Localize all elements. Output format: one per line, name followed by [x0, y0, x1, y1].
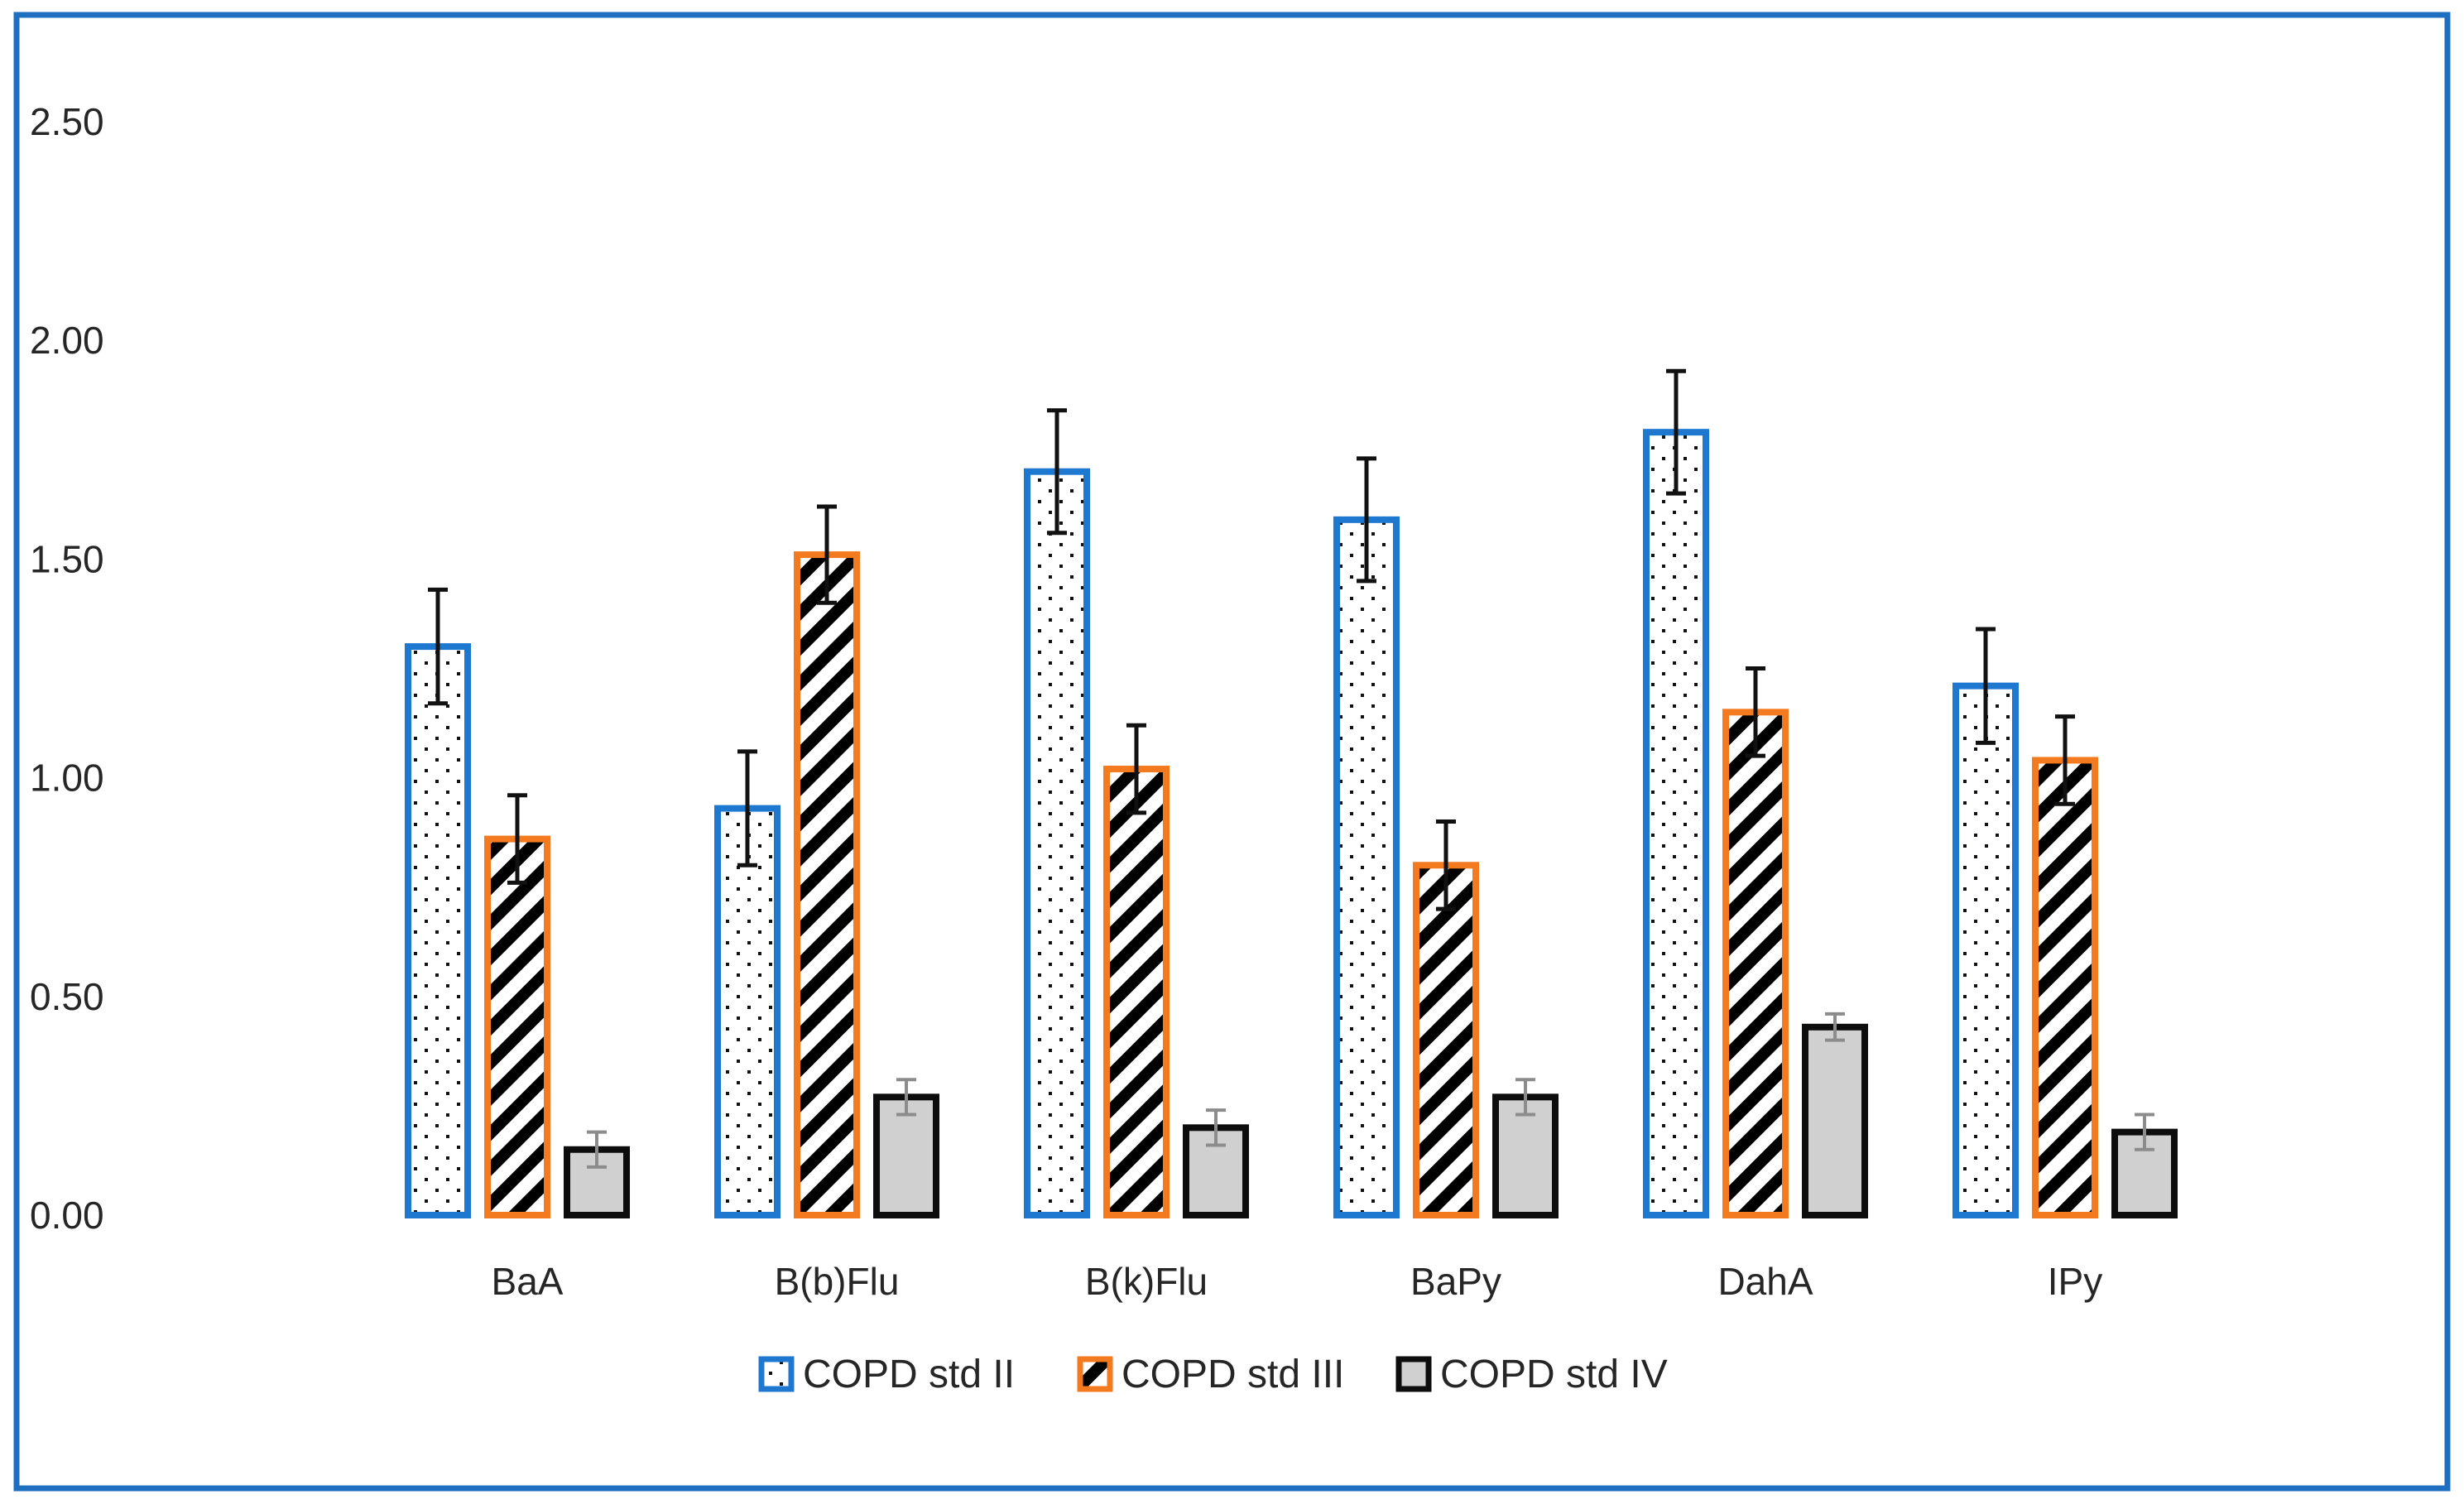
x-category-label: IPy [2048, 1260, 2102, 1303]
error-bar [1976, 627, 1996, 745]
bar-copd-std-iii-bbflu [794, 551, 860, 1218]
bar-copd-std-iv-bbflu [873, 1093, 939, 1219]
legend-swatch [1077, 1356, 1113, 1392]
bar-copd-std-iii-baa [484, 835, 550, 1218]
error-bar [507, 793, 527, 885]
bar-copd-std-iv-daha [1802, 1023, 1868, 1218]
legend-label: COPD std IV [1440, 1353, 1668, 1396]
chart-frame [13, 12, 2451, 1492]
error-bar [817, 504, 837, 605]
error-bar [1357, 456, 1376, 584]
error-bar [1126, 723, 1146, 815]
bar-copd-std-ii-bapy [1333, 516, 1400, 1218]
bar-copd-std-iii-bapy [1413, 862, 1479, 1219]
error-bar [1047, 408, 1067, 536]
x-category-label: B(k)Flu [1085, 1260, 1208, 1303]
bar-copd-std-ii-baa [405, 643, 471, 1218]
y-tick-label: 0.00 [30, 1194, 104, 1237]
x-category-label: BaPy [1410, 1260, 1501, 1303]
bar-copd-std-iii-ipy [2032, 757, 2098, 1218]
legend-swatch [1395, 1356, 1432, 1392]
bar-copd-std-ii-bkflu [1024, 468, 1090, 1218]
error-bar [1666, 368, 1686, 496]
y-tick-label: 1.00 [30, 757, 104, 800]
x-category-label: DahA [1717, 1260, 1813, 1303]
legend-item: COPD std IV [1395, 1353, 1668, 1396]
y-tick-label: 0.50 [30, 975, 104, 1018]
bar-copd-std-ii-ipy [1952, 682, 2019, 1218]
y-tick-label: 1.50 [30, 537, 104, 580]
error-bar [1206, 1108, 1226, 1147]
bar-copd-std-iv-ipy [2111, 1128, 2178, 1218]
error-bar [737, 749, 757, 867]
bar-copd-std-iii-daha [1722, 709, 1789, 1218]
legend-label: COPD std II [803, 1353, 1015, 1396]
bar-copd-std-ii-bbflu [714, 805, 781, 1218]
bar-copd-std-ii-daha [1643, 429, 1709, 1218]
bar-copd-std-iii-bkflu [1103, 766, 1170, 1218]
error-bar [896, 1078, 916, 1117]
error-bar [1436, 819, 1456, 911]
error-bar [428, 587, 448, 706]
legend-item: COPD std III [1077, 1353, 1344, 1396]
y-tick-label: 2.50 [30, 100, 104, 143]
legend-swatch [758, 1356, 795, 1392]
error-bar [1515, 1078, 1535, 1117]
error-bar [1746, 666, 1765, 758]
y-tick-label: 2.00 [30, 319, 104, 362]
error-bar [1825, 1012, 1845, 1042]
legend-item: COPD std II [758, 1353, 1015, 1396]
error-bar [2055, 714, 2075, 806]
x-category-label: B(b)Flu [775, 1260, 900, 1303]
error-bar [2135, 1113, 2154, 1151]
error-bar [587, 1130, 607, 1169]
x-category-label: BaA [492, 1260, 564, 1303]
legend-label: COPD std III [1122, 1353, 1344, 1396]
